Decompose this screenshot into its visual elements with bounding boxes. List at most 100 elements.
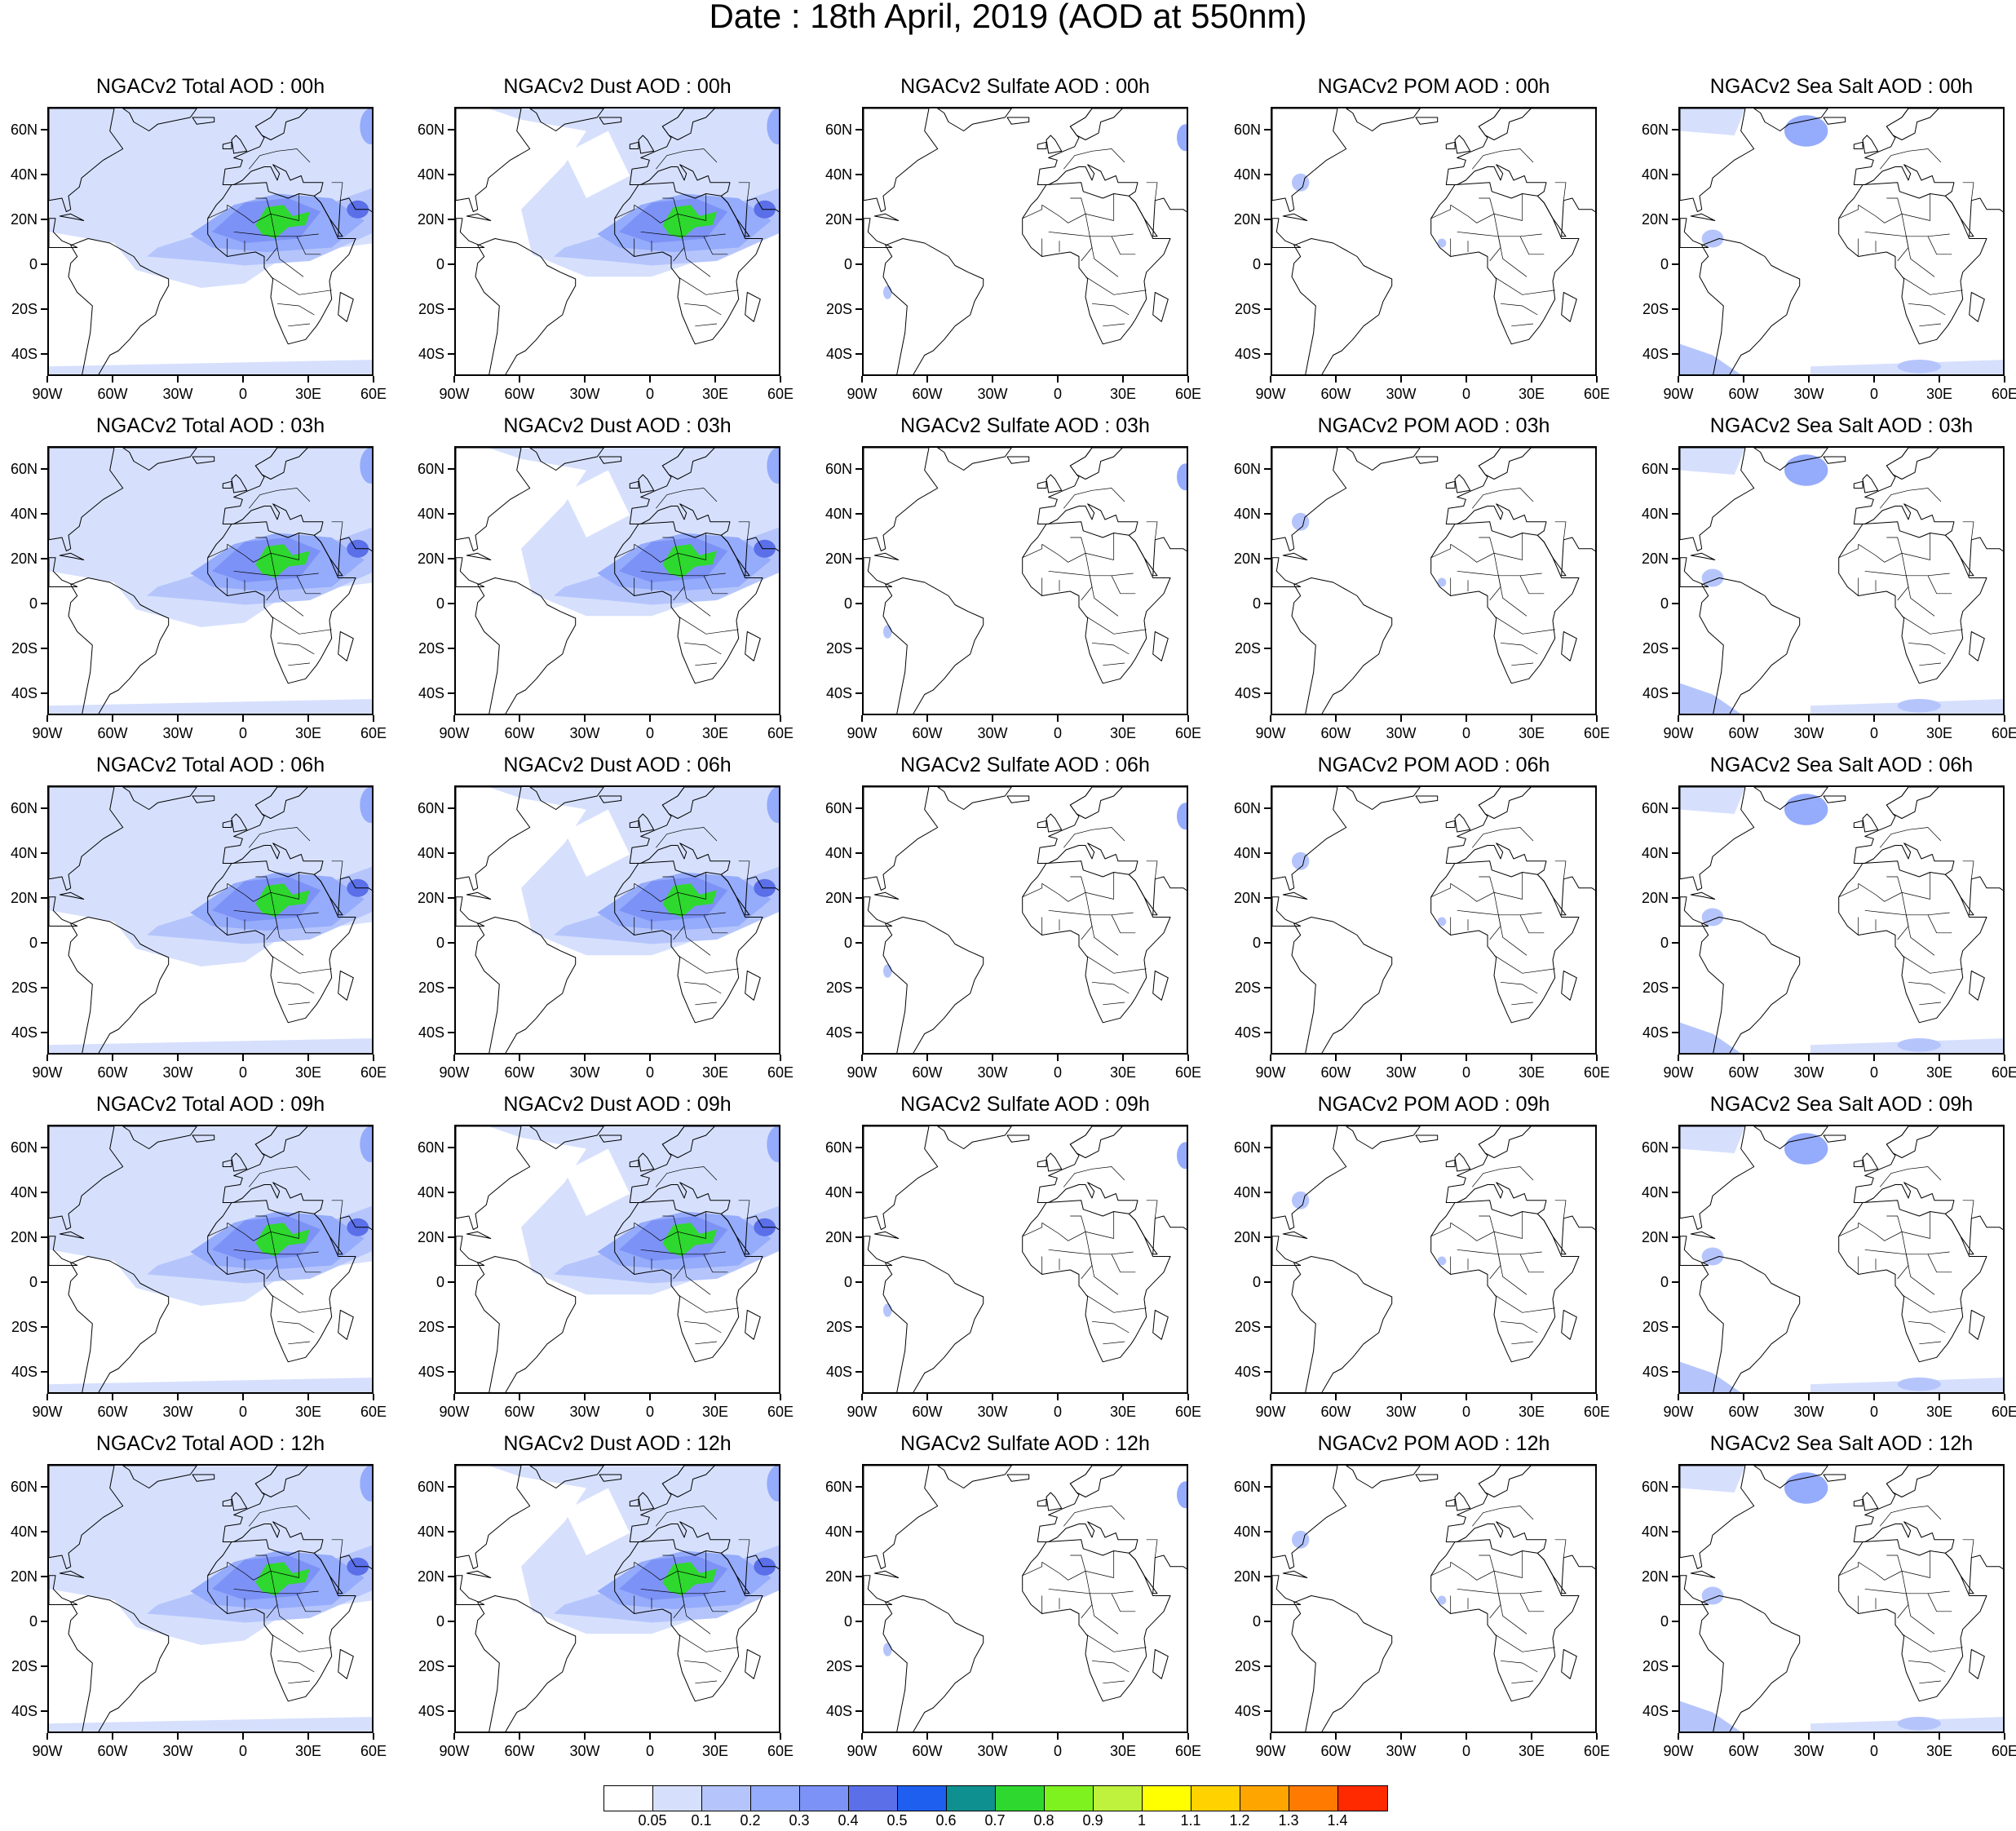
panel-title: NGACv2 Dust AOD : 09h	[503, 1093, 732, 1116]
border-1	[1041, 1562, 1114, 1581]
coastlines	[1680, 448, 2003, 714]
lat-tick-mark	[448, 1191, 454, 1193]
coast-iceland	[1823, 117, 1846, 125]
coast-iceland	[1823, 1474, 1846, 1482]
aod-seasalt-iceland	[1784, 1472, 1828, 1504]
panel-title: NGACv2 Sulfate AOD : 03h	[900, 414, 1150, 437]
aod-ne-edge	[360, 108, 372, 144]
map-panel-pom: NGACv2 POM AOD : 12h 60N 40N 20N 0 20S 40S 90W 6…	[1234, 1432, 1610, 1759]
lon-tick-mark	[714, 1394, 716, 1400]
lat-tick-mark	[855, 1709, 862, 1712]
border-7	[1085, 955, 1147, 974]
lat-tick-mark	[855, 851, 862, 854]
lat-tick-label: 20N	[1233, 1228, 1261, 1245]
lon-tick-mark	[1400, 1055, 1402, 1061]
aod-field	[49, 448, 372, 714]
lon-tick-label: 30W	[1386, 1743, 1417, 1759]
coast-namerica	[456, 787, 531, 891]
border-0	[207, 544, 228, 559]
lon-tick-mark	[992, 1055, 993, 1061]
border-13	[331, 1200, 343, 1218]
map-frame	[862, 107, 1188, 376]
coast-samerica	[882, 577, 984, 714]
border-11	[695, 323, 718, 327]
lat-tick-label: 20S	[1642, 1657, 1669, 1674]
map-canvas	[864, 108, 1187, 374]
border-11	[1511, 1002, 1534, 1006]
aod-seasalt-north	[1680, 787, 1745, 814]
lon-tick-label: 30E	[1518, 386, 1545, 402]
border-6	[274, 1254, 304, 1295]
coast-madagascar	[745, 631, 761, 661]
aod-southern-band	[49, 360, 372, 374]
coast-uk	[1454, 135, 1471, 154]
border-0	[1430, 883, 1452, 898]
lat-tick-label: 40N	[1641, 1183, 1669, 1201]
border-4	[1489, 1571, 1501, 1619]
border-0	[1022, 883, 1043, 898]
lat-tick-label: 60N	[417, 1478, 444, 1495]
lat-tick-mark	[855, 602, 862, 604]
aod-field	[49, 108, 372, 374]
lon-tick-label: 30W	[977, 725, 1008, 741]
aod-dust-max	[662, 1223, 717, 1257]
colorbar-label: 0.05	[638, 1812, 667, 1829]
lon-tick-label: 90W	[1663, 1404, 1694, 1420]
lon-tick-mark	[307, 1394, 309, 1400]
coast-eurasia	[1445, 108, 1595, 237]
coast-carib	[864, 557, 893, 587]
lat-tick-label: 40N	[417, 1183, 444, 1201]
lon-tick-mark	[1939, 1733, 1940, 1740]
coastlines	[864, 1466, 1187, 1731]
lon-tick-label: 0	[645, 725, 654, 741]
lat-tick-label: 40N	[10, 1183, 38, 1201]
lat-tick-mark	[41, 1530, 47, 1532]
lon-tick-mark	[1743, 1733, 1744, 1740]
lon-tick-mark	[112, 376, 113, 383]
aod-field	[1292, 1191, 1447, 1266]
lat-tick-label: 60N	[417, 1139, 444, 1156]
lat-tick-label: 60N	[10, 121, 38, 138]
lon-tick-label: 0	[1053, 725, 1062, 741]
lon-tick-label: 60E	[1583, 1064, 1611, 1081]
map-frame	[1271, 107, 1597, 376]
border-4	[1081, 1571, 1093, 1619]
border-13	[331, 521, 343, 540]
coast-eurasia	[629, 1466, 779, 1594]
lon-tick-label: 90W	[1255, 725, 1286, 741]
border-0	[1838, 544, 1859, 559]
border-1	[1858, 205, 1930, 223]
lon-tick-mark	[307, 1055, 309, 1061]
lat-tick-label: 40N	[825, 844, 852, 861]
panel-title: NGACv2 Sea Salt AOD : 12h	[1709, 1432, 1974, 1455]
border-8	[1091, 981, 1130, 994]
aod-field	[883, 1481, 1187, 1656]
border-1	[227, 1223, 299, 1241]
lat-tick-label: 40N	[1233, 844, 1261, 861]
coast-eurasia	[222, 448, 372, 577]
coast-scandinavia	[254, 787, 308, 819]
lon-tick-label: 60E	[1174, 725, 1202, 741]
aod-seasalt-sa	[1897, 360, 1941, 374]
lon-tick-label: 90W	[1255, 1404, 1286, 1420]
lat-tick-mark	[1264, 263, 1271, 265]
coast-samerica	[475, 577, 577, 714]
lat-tick-mark	[855, 263, 862, 265]
lat-tick-mark	[41, 512, 47, 515]
lon-tick-label: 60W	[1320, 1404, 1351, 1420]
border-14	[1070, 537, 1086, 554]
coast-madagascar	[1152, 971, 1169, 1001]
lon-tick-label: 0	[238, 1064, 247, 1081]
coast-ireland	[1445, 141, 1456, 149]
border-4	[1897, 892, 1909, 940]
coast-madagascar	[1152, 1310, 1169, 1340]
aod-field	[1680, 108, 2003, 374]
coast-carib	[1680, 896, 1709, 927]
lon-tick-label: 60W	[1320, 386, 1351, 402]
lon-tick-label: 60W	[97, 1404, 128, 1420]
lat-tick-mark	[41, 1146, 47, 1148]
lat-tick-label: 20N	[1641, 550, 1669, 567]
lon-tick-mark	[2004, 1733, 2005, 1740]
coast-madagascar	[1969, 1310, 1985, 1340]
lon-tick-label: 60E	[1991, 386, 2016, 402]
